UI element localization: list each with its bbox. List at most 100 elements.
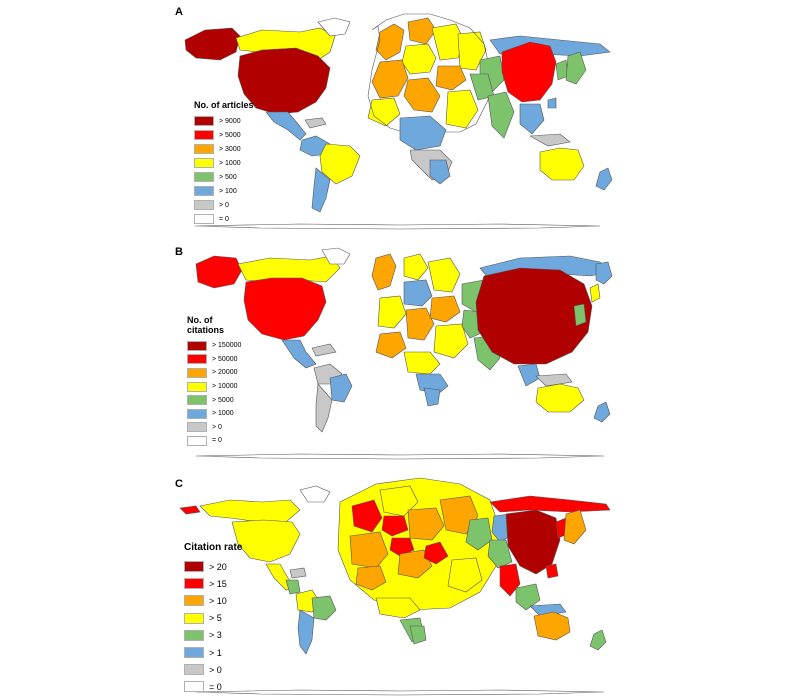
- region-china: [501, 41, 557, 103]
- region-japan: [565, 51, 587, 85]
- legend-item: > 1: [184, 644, 242, 661]
- legend-swatch: [194, 116, 214, 126]
- legend-title: No. of articles: [194, 100, 254, 110]
- panel-c-citation-rate-map: C Citation rate > 20 > 15 > 10 > 5 > 3 >…: [0, 470, 800, 698]
- legend-item: > 100: [194, 184, 254, 198]
- legend-label: > 1000: [219, 159, 241, 167]
- region-uk: [375, 23, 405, 61]
- legend-item: > 500: [194, 170, 254, 184]
- region-germany: [407, 507, 445, 541]
- region-belgium: [423, 541, 449, 565]
- legend-item: = 0: [184, 678, 242, 695]
- region-new-zealand: [595, 167, 613, 191]
- region-south-america-south: [311, 167, 331, 213]
- region-india: [487, 91, 515, 139]
- region-brazil: [329, 373, 353, 403]
- region-caribbean: [304, 117, 327, 129]
- region-new-zealand: [593, 401, 611, 423]
- region-scandinavia: [379, 485, 419, 517]
- region-russia-west: [465, 517, 493, 551]
- legend-swatch: [187, 367, 207, 378]
- region-turkey: [435, 65, 467, 91]
- region-spain: [375, 331, 407, 359]
- legend-item: > 5000: [187, 393, 247, 407]
- region-antarctica: [195, 453, 605, 460]
- legend-label: > 5: [209, 613, 222, 624]
- legend: No. of articles > 9000 > 5000 > 3000 > 1…: [194, 100, 254, 226]
- legend-label: > 3: [209, 630, 222, 641]
- cartogram-map-citations: [195, 247, 613, 460]
- region-scandinavia: [403, 253, 429, 281]
- region-greenland: [317, 17, 351, 37]
- region-alaska: [179, 505, 201, 515]
- legend-swatch: [187, 408, 207, 419]
- legend-swatch: [184, 664, 204, 676]
- legend-swatch: [194, 200, 214, 210]
- region-uk: [371, 253, 397, 291]
- region-australia: [539, 147, 585, 181]
- region-brazil: [311, 595, 337, 621]
- region-russia-east: [489, 495, 611, 513]
- region-australia: [533, 611, 571, 641]
- legend-swatch: [187, 395, 207, 406]
- region-new-zealand: [589, 629, 607, 651]
- cartogram-map-citation-rate: [179, 477, 611, 696]
- legend-item: > 1000: [194, 156, 254, 170]
- legend-item: > 5: [184, 610, 242, 627]
- legend-swatch: [184, 595, 204, 607]
- region-brazil: [319, 143, 361, 185]
- legend-item: > 50000: [187, 353, 247, 367]
- region-mexico: [281, 339, 317, 369]
- region-greenland: [299, 485, 331, 503]
- region-scandinavia: [407, 17, 437, 45]
- region-south-america-south: [297, 609, 315, 655]
- legend-item: > 9000: [194, 114, 254, 128]
- region-china: [505, 509, 561, 575]
- legend-label: > 50000: [212, 355, 238, 363]
- region-spain: [355, 565, 387, 591]
- legend-label: = 0: [212, 437, 222, 445]
- region-germany: [403, 279, 433, 307]
- region-alaska: [195, 255, 243, 289]
- region-taiwan: [545, 563, 559, 579]
- region-canada: [199, 499, 301, 523]
- legend-title: No. of citations: [187, 315, 225, 335]
- region-italy: [397, 549, 433, 579]
- region-north-africa: [403, 351, 441, 375]
- region-taiwan: [547, 97, 557, 109]
- region-turkey: [429, 295, 461, 323]
- region-greenland: [321, 247, 351, 265]
- region-south-america-south: [315, 383, 333, 433]
- panel-label: A: [175, 6, 183, 18]
- region-middle-east: [445, 89, 479, 129]
- region-indonesia: [535, 373, 573, 387]
- region-caribbean: [289, 567, 307, 579]
- legend-title: Citation rate: [184, 542, 243, 553]
- region-uk: [351, 499, 383, 533]
- region-south-africa: [423, 387, 441, 407]
- region-antarctica: [194, 223, 601, 230]
- legend-swatch: [194, 130, 214, 140]
- legend-label: = 0: [209, 681, 222, 692]
- region-japan: [595, 261, 613, 285]
- region-italy: [405, 307, 435, 341]
- legend-swatch: [184, 612, 204, 624]
- legend-item: = 0: [194, 212, 254, 226]
- region-italy: [403, 77, 441, 113]
- legend-swatch: [194, 144, 214, 154]
- legend-label: > 5000: [212, 396, 234, 404]
- legend-swatch: [184, 647, 204, 659]
- region-usa: [243, 277, 327, 341]
- legend-item: > 10000: [187, 380, 247, 394]
- legend-item: > 0: [187, 421, 247, 435]
- region-eastern-europe: [427, 257, 461, 293]
- region-southeast-asia: [517, 363, 541, 387]
- region-spain: [367, 97, 401, 127]
- legend-item: = 0: [187, 434, 247, 448]
- region-europe-outer: [367, 13, 491, 135]
- region-north-africa: [399, 115, 447, 151]
- region-france: [371, 59, 409, 99]
- legend-item: > 10: [184, 592, 242, 609]
- region-antarctica: [195, 689, 605, 696]
- panel-label: C: [175, 478, 183, 490]
